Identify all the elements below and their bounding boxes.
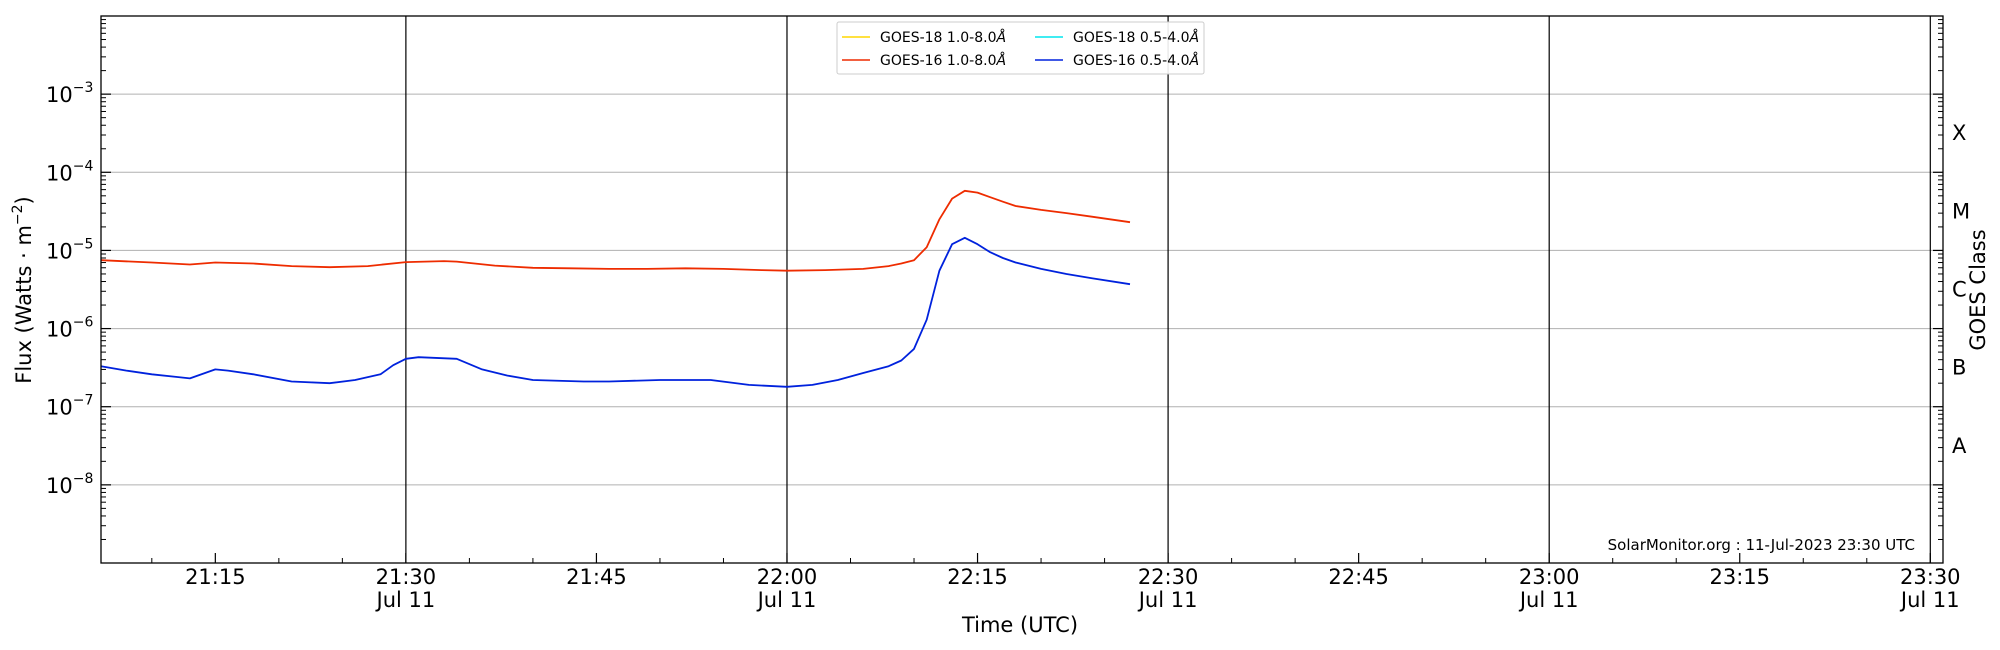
axis-ticks	[101, 19, 1943, 563]
x-tick-label: 21:15	[185, 565, 246, 589]
plot-frame	[100, 15, 1944, 564]
x-tick-label: 22:45	[1328, 565, 1389, 589]
goes-class-label: A	[1952, 434, 1967, 458]
x-tick-label: 23:15	[1709, 565, 1770, 589]
y-tick-label: 10−6	[46, 315, 93, 342]
credit-text: SolarMonitor.org : 11-Jul-2023 23:30 UTC	[1608, 536, 1915, 554]
x-tick-label: 23:00	[1519, 565, 1580, 589]
series-line-1	[100, 236, 1131, 388]
legend-label-goes18-short: GOES-18 0.5-4.0Å	[1073, 29, 1199, 46]
x-tick-label: 21:30	[376, 565, 437, 589]
goes-class-label: B	[1952, 356, 1966, 380]
x-tick-label: 23:30	[1900, 565, 1961, 589]
x-tick-label: 22:00	[757, 565, 818, 589]
y-tick-label: 10−8	[46, 471, 93, 498]
x-tick-label: 22:15	[947, 565, 1008, 589]
x-axis-title: Time (UTC)	[961, 613, 1078, 637]
y-axis-title: Flux (Watts · m−2)	[10, 196, 36, 384]
legend: GOES-18 1.0-8.0Å GOES-18 0.5-4.0Å GOES-1…	[836, 21, 1205, 75]
x-tick-date-label: Jul 11	[756, 588, 817, 612]
series-line-0	[100, 189, 1131, 272]
x-tick-date-label: Jul 11	[1518, 588, 1579, 612]
time-marker-lines	[405, 16, 1931, 563]
legend-label-goes18-long: GOES-18 1.0-8.0Å	[880, 29, 1006, 46]
goes-class-label: X	[1952, 121, 1966, 145]
y-tick-label: 10−3	[46, 80, 93, 107]
y-tick-label: 10−7	[46, 393, 93, 420]
y-tick-label: 10−5	[46, 236, 93, 263]
x-tick-date-label: Jul 11	[1899, 588, 1960, 612]
y-tick-labels: 10−8 10−7 10−6 10−5 10−4 10−3	[46, 80, 93, 498]
goes-class-label: C	[1952, 278, 1967, 302]
x-tick-date-label: Jul 11	[375, 588, 436, 612]
grid-lines	[101, 93, 1943, 486]
legend-frame	[836, 21, 1205, 75]
goes-class-label: M	[1952, 199, 1970, 223]
x-tick-label: 21:45	[566, 565, 627, 589]
legend-label-goes16-long: GOES-16 1.0-8.0Å	[880, 52, 1006, 69]
x-tick-date-label: Jul 11	[1137, 588, 1198, 612]
goes-class-labels: A B C M X	[1952, 121, 1970, 458]
y-tick-label: 10−4	[46, 158, 93, 185]
x-tick-label: 22:30	[1138, 565, 1199, 589]
y2-axis-title: GOES Class	[1966, 229, 1990, 350]
data-series	[100, 189, 1131, 388]
legend-label-goes16-short: GOES-16 0.5-4.0Å	[1073, 52, 1199, 69]
